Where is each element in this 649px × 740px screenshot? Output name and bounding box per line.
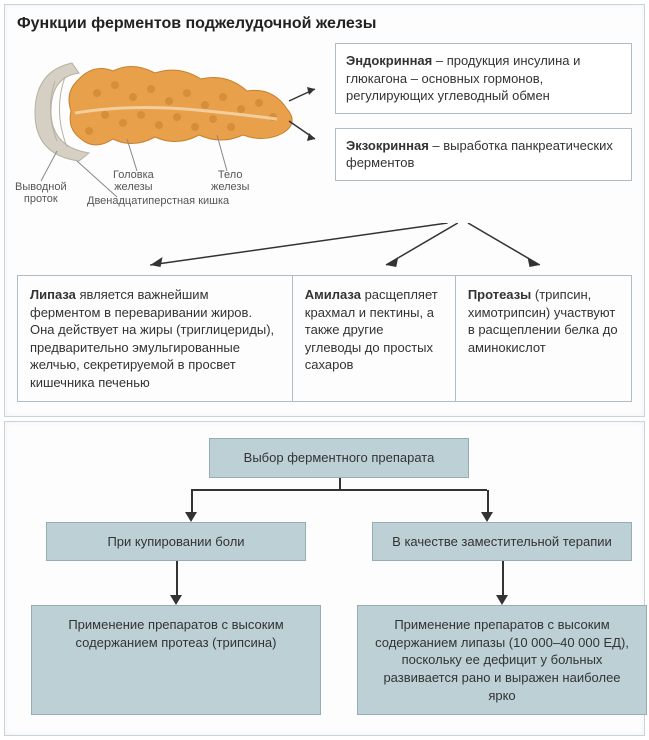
enzyme-protease: Протеазы (трипсин, химотрипсин) участвую… [456, 276, 631, 401]
selection-flow-panel: Выбор ферментного препарата При купирова… [4, 421, 645, 736]
pancreas-illustration: Головка железы Тело железы Выводной прот… [17, 43, 317, 223]
flow-root: Выбор ферментного препарата [209, 438, 469, 478]
label-duct: Выводной проток [15, 181, 67, 205]
enzyme-lipase: Липаза является важнейшим ферментом в пе… [18, 276, 293, 401]
label-body: Тело железы [211, 169, 249, 193]
function-boxes-col: Эндокринная – продукция инсулина и глюка… [335, 43, 632, 181]
endocrine-title: Эндокринная [346, 53, 432, 68]
flow-left-2: Применение препаратов с высоким содержан… [31, 605, 321, 715]
label-duodenum: Двенадцатиперстная кишка [87, 195, 267, 207]
arrows-svg [17, 223, 632, 275]
flowchart: Выбор ферментного препарата При купирова… [17, 432, 632, 721]
flow-arrow-left [31, 561, 321, 605]
top-row: Головка железы Тело железы Выводной прот… [17, 43, 632, 223]
flow-arrow-right [357, 561, 647, 605]
flow-left-1: При купировании боли [46, 522, 306, 562]
enzyme-table: Липаза является важнейшим ферментом в пе… [17, 275, 632, 402]
endocrine-box: Эндокринная – продукция инсулина и глюка… [335, 43, 632, 114]
panel-title: Функции ферментов поджелудочной железы [17, 15, 632, 33]
exocrine-title: Экзокринная [346, 138, 429, 153]
flow-right-1: В качестве заместительной терапии [372, 522, 632, 562]
flow-arrow-split [31, 478, 647, 522]
enzyme-amylase: Амилаза расщепляет крахмал и пектины, а … [293, 276, 456, 401]
label-head: Головка железы [113, 169, 154, 193]
flow-right-2: Применение препаратов с высоким содержан… [357, 605, 647, 715]
exocrine-box: Экзокринная – выработка панкреатических … [335, 128, 632, 181]
functions-panel: Функции ферментов поджелудочной железы [4, 4, 645, 417]
exocrine-arrows [17, 223, 632, 275]
